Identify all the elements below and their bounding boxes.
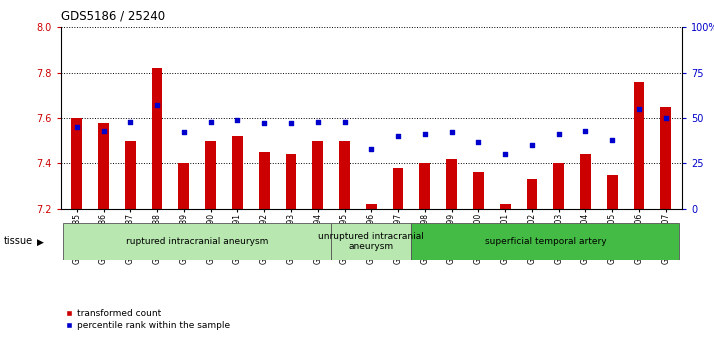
Text: superficial temporal artery: superficial temporal artery [485, 237, 606, 246]
Bar [526, 179, 537, 209]
Bar [64, 223, 331, 260]
Bar [331, 223, 411, 260]
Point [205, 119, 216, 125]
Point [499, 151, 511, 157]
Point [124, 119, 136, 125]
Bar [580, 154, 590, 209]
Bar [178, 163, 189, 209]
Point [151, 102, 163, 108]
Bar [205, 140, 216, 209]
Point [71, 124, 82, 130]
Bar [232, 136, 243, 209]
Text: GDS5186 / 25240: GDS5186 / 25240 [61, 9, 165, 22]
Point [419, 131, 431, 137]
Bar [607, 175, 618, 209]
Bar [419, 163, 430, 209]
Bar [339, 140, 350, 209]
Point [660, 115, 671, 121]
Bar [446, 159, 457, 209]
Bar [98, 122, 109, 209]
Point [553, 131, 564, 137]
Point [258, 121, 270, 126]
Bar [393, 168, 403, 209]
Text: ▶: ▶ [37, 238, 44, 246]
Text: unruptured intracranial
aneurysm: unruptured intracranial aneurysm [318, 232, 424, 251]
Bar [411, 223, 679, 260]
Point [231, 117, 243, 123]
Text: ruptured intracranial aneurysm: ruptured intracranial aneurysm [126, 237, 268, 246]
Legend: transformed count, percentile rank within the sample: transformed count, percentile rank withi… [65, 309, 230, 330]
Bar [660, 107, 671, 209]
Bar [151, 68, 162, 209]
Bar [366, 204, 376, 209]
Bar [312, 140, 323, 209]
Point [526, 142, 538, 148]
Bar [633, 82, 644, 209]
Bar [125, 140, 136, 209]
Point [392, 133, 403, 139]
Point [606, 137, 618, 143]
Point [338, 119, 350, 125]
Point [446, 130, 457, 135]
Point [580, 128, 591, 134]
Bar [473, 172, 483, 209]
Point [366, 146, 377, 152]
Point [312, 119, 323, 125]
Point [178, 130, 189, 135]
Point [98, 128, 109, 134]
Bar [71, 118, 82, 209]
Point [473, 139, 484, 144]
Point [633, 106, 645, 112]
Bar [286, 154, 296, 209]
Bar [258, 152, 269, 209]
Bar [500, 204, 511, 209]
Text: tissue: tissue [4, 236, 33, 246]
Bar [553, 163, 564, 209]
Point [285, 121, 296, 126]
